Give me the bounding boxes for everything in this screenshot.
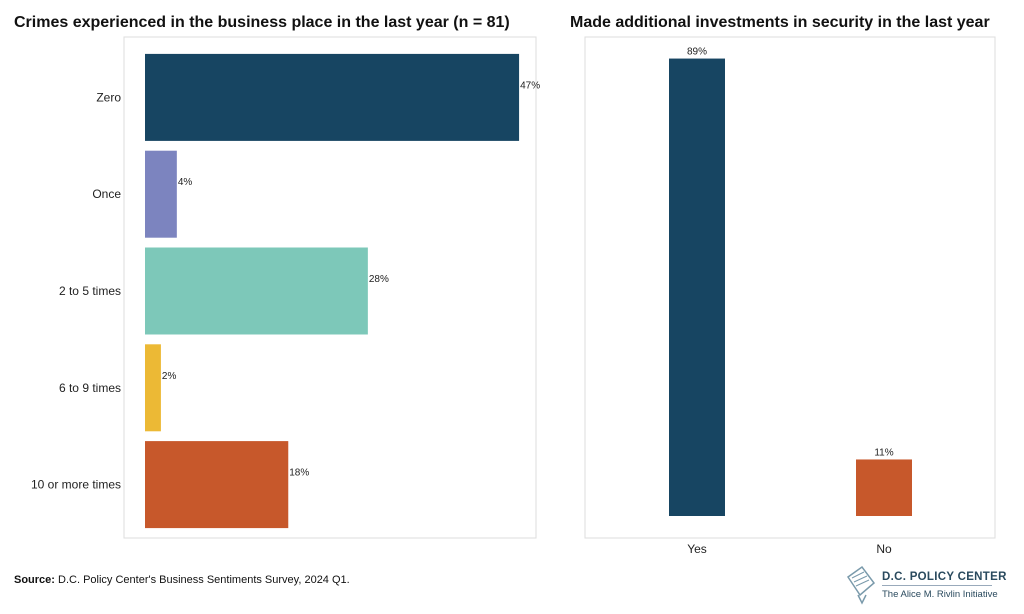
logo-divider — [882, 585, 992, 586]
right-chart-marks: 89% Yes 11% No — [669, 47, 912, 556]
bar-no — [856, 459, 912, 516]
data-label: 47% — [520, 80, 540, 91]
left-chart-marks: Zero 47% Once 4% 2 to 5 times 28% 6 to 9 times… — [31, 53, 540, 529]
category-label: 6 to 9 times — [59, 381, 121, 395]
category-label: 2 to 5 times — [59, 284, 121, 298]
left-plot-frame — [123, 36, 537, 539]
logo-name: D.C. POLICY CENTER — [882, 571, 1007, 583]
data-label: 28% — [369, 274, 389, 285]
data-label: 4% — [178, 177, 193, 188]
source-text: D.C. Policy Center's Business Sentiments… — [54, 574, 350, 586]
bar-2-to-5-times — [145, 247, 368, 335]
dc-policy-center-logo: D.C. POLICY CENTER The Alice M. Rivlin I… — [840, 563, 1010, 607]
bar-zero — [145, 53, 520, 141]
category-label: Yes — [687, 542, 707, 556]
right-chart-title: Made additional investments in security … — [570, 14, 990, 31]
logo-tagline: The Alice M. Rivlin Initiative — [882, 589, 998, 600]
bar-yes — [669, 58, 725, 516]
right-plot-frame — [584, 36, 996, 539]
bar-6-to-9-times — [145, 344, 161, 432]
data-label: 18% — [289, 468, 309, 479]
category-label: 10 or more times — [31, 478, 121, 492]
data-label: 2% — [162, 371, 177, 382]
bar-once — [145, 150, 177, 238]
category-label: Once — [92, 187, 121, 201]
capitol-map-icon — [846, 565, 876, 605]
left-chart-title: Crimes experienced in the business place… — [14, 14, 510, 31]
category-label: Zero — [96, 90, 121, 104]
source-note: Source: D.C. Policy Center's Business Se… — [14, 574, 350, 586]
data-label: 11% — [874, 447, 893, 458]
category-label: No — [876, 542, 892, 556]
bar-10-or-more-times — [145, 441, 289, 529]
source-label: Source: — [14, 574, 55, 586]
data-label: 89% — [687, 47, 707, 58]
